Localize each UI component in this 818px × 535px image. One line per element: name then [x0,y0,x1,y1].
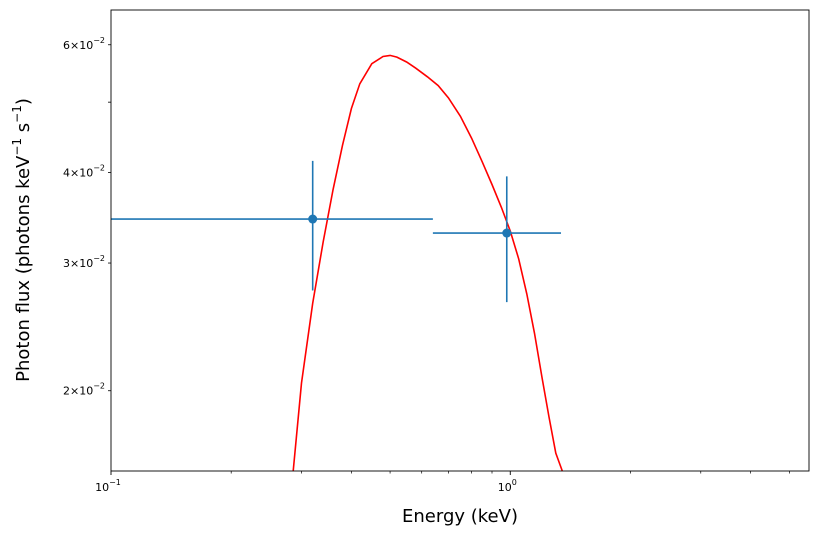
y-tick-label-exp: −2 [93,254,105,263]
y-axis-title-sup1: −1 [10,138,24,156]
y-tick-label-exp: −2 [93,36,105,45]
y-axis-title-sup2: −1 [10,105,24,123]
y-tick-label-exp: −2 [93,382,105,391]
data-point [308,214,318,224]
y-axis-title-mid: s [13,123,34,138]
x-tick-label-base: 10 [95,481,109,494]
x-tick-label: 10−1 [95,478,121,494]
x-axis-title: Energy (keV) [402,506,518,527]
x-tick-label: 100 [498,478,517,494]
y-axis-title: Photon flux (photons keV−1 s−1) [10,98,34,382]
plot-background [111,10,809,471]
data-point [502,228,512,238]
data-points [111,160,562,303]
y-tick-label: 6×10−2 [63,36,105,52]
series-layer [111,54,564,471]
y-tick-label-exp: −2 [93,163,105,172]
y-axis-title-end: ) [13,98,34,105]
y-axis-title-main: Photon flux (photons keV [13,155,34,382]
y-tick-label: 2×10−2 [63,382,105,398]
x-tick-label-exp: 0 [512,478,517,487]
plot-frame [110,9,810,472]
y-tick-label: 4×10−2 [63,163,105,179]
x-tick-label-exp: −1 [109,478,121,487]
x-tick-label-base: 10 [498,481,512,494]
model-curve [292,54,564,471]
y-tick-label-base: 2×10 [63,385,93,398]
y-tick-label-base: 4×10 [63,166,93,179]
y-tick-label: 3×10−2 [63,254,105,270]
y-tick-label-base: 6×10 [63,39,93,52]
y-tick-label-base: 3×10 [63,257,93,270]
